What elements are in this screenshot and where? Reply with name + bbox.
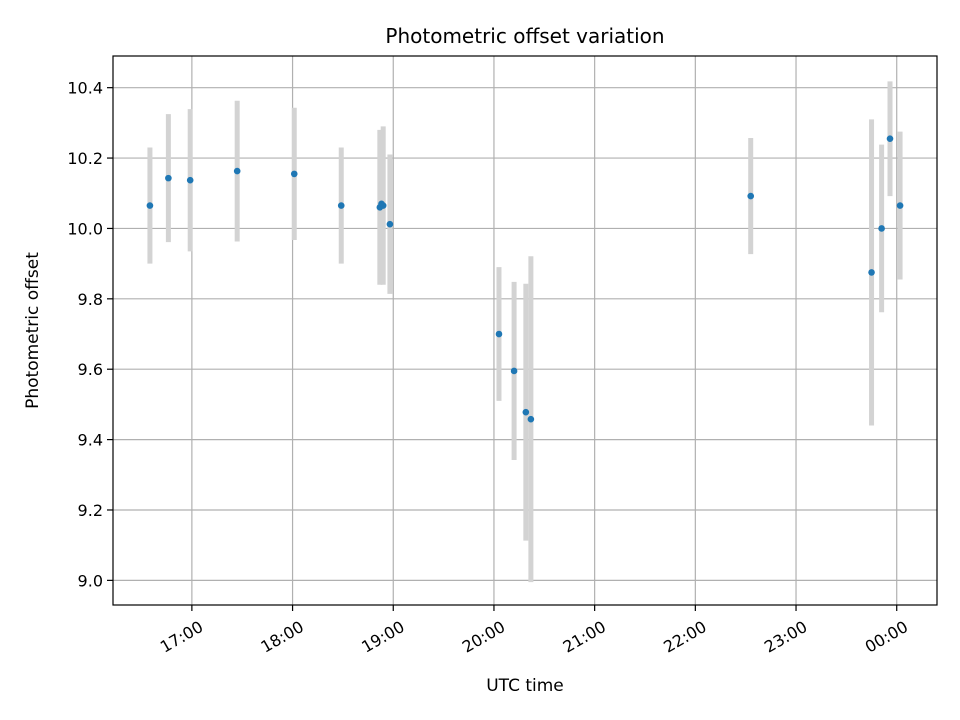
plot-frame [112,55,938,606]
data-point [886,135,894,143]
y-tick-label: 10.2 [67,149,103,168]
y-tick-label: 9.0 [78,571,103,590]
data-point [747,192,755,200]
data-points [146,135,904,423]
data-point [386,220,394,228]
data-point [337,202,345,209]
y-tick-label: 10.0 [67,219,103,238]
chart-title: Photometric offset variation [385,24,664,48]
data-point [510,367,518,375]
y-tick-label: 10.4 [67,79,103,98]
data-point [146,202,154,209]
data-point [186,176,194,184]
data-point [495,330,503,338]
x-axis-title: UTC time [486,676,564,696]
data-point [878,225,885,232]
y-axis-title: Photometric offset [23,252,43,409]
data-point [233,167,241,175]
data-point [522,408,530,416]
data-point [896,202,904,209]
data-point [379,202,387,209]
y-tick-label: 9.2 [78,501,103,520]
data-point [165,174,172,182]
data-point [868,269,875,276]
data-point [527,415,535,423]
y-tick-label: 9.4 [78,431,103,450]
data-point [290,170,298,178]
y-axis-ticks: 9.0 9.2 9.4 9.6 9.8 10.0 10.2 10.4 [67,79,113,590]
y-tick-label: 9.6 [78,360,103,379]
y-tick-label: 9.8 [78,290,103,309]
